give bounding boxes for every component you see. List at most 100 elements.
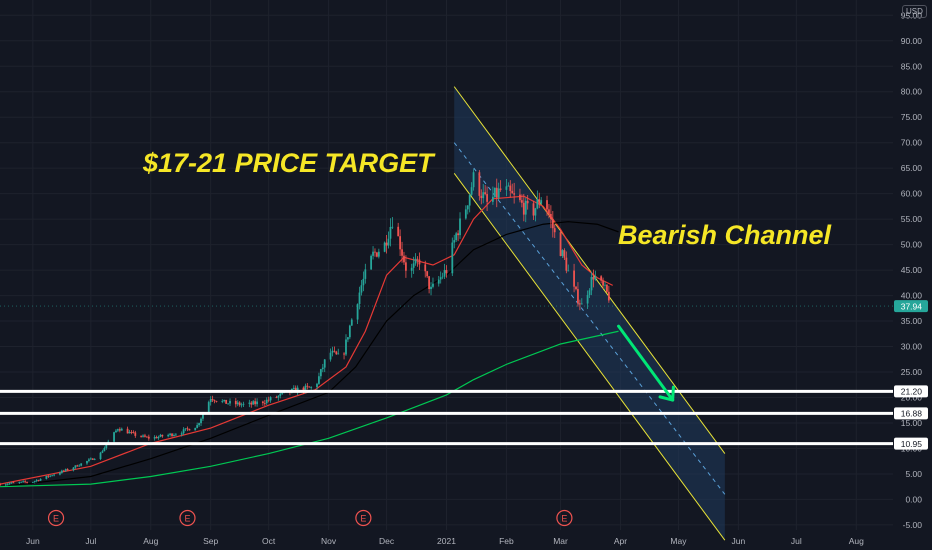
candle-body	[240, 404, 243, 406]
candle-body	[540, 200, 543, 204]
price-tick-label: 15.00	[901, 418, 923, 428]
candle-body	[18, 482, 21, 483]
candle-body	[333, 350, 336, 352]
candle-body	[499, 188, 502, 190]
candle-body	[495, 187, 498, 198]
candle-body	[335, 351, 338, 355]
candle-body	[157, 436, 160, 439]
candle-body	[345, 339, 347, 355]
candle-body	[428, 276, 431, 290]
candle-body	[480, 195, 483, 199]
candle-body	[580, 303, 583, 305]
candle-body	[468, 194, 471, 206]
candle-body	[507, 185, 510, 187]
candle-body	[549, 213, 552, 219]
candle-body	[302, 387, 305, 392]
candle-body	[117, 429, 119, 431]
candle-body	[383, 242, 386, 252]
candle-body	[265, 399, 268, 404]
candle-body	[575, 286, 577, 290]
candle-body	[146, 436, 148, 438]
candle-body	[267, 399, 270, 401]
candle-body	[329, 352, 332, 360]
candle-body	[470, 187, 473, 195]
candle-body	[362, 278, 365, 286]
candle-body	[509, 185, 512, 191]
candle-body	[72, 467, 75, 471]
candle-body	[49, 475, 52, 477]
price-tick-label: 0.00	[905, 494, 922, 504]
earnings-marker	[47, 509, 65, 527]
candle-body	[304, 385, 307, 392]
candle-body	[482, 192, 485, 199]
candle-body	[118, 429, 121, 431]
candle-body	[401, 249, 403, 256]
time-tick-label: Oct	[262, 536, 276, 546]
target-arrow-head	[671, 385, 675, 402]
candle-body	[89, 458, 92, 460]
candle-body	[416, 258, 419, 260]
candle-body	[132, 432, 135, 433]
candle-body	[207, 402, 210, 414]
candle-body	[128, 431, 131, 434]
candle-body	[319, 369, 322, 377]
candle-body	[250, 402, 253, 405]
currency-label[interactable]: USD	[902, 5, 927, 18]
candle-body	[159, 434, 162, 437]
time-tick-label: Sep	[203, 536, 218, 546]
candle-body	[397, 226, 400, 237]
candle-body	[486, 194, 488, 202]
price-tick-label: 85.00	[901, 61, 923, 71]
candle-body	[578, 303, 581, 305]
candle-body	[194, 427, 197, 431]
candle-body	[441, 276, 444, 278]
price-tick-label: 30.00	[901, 342, 923, 352]
channel-lower-line	[453, 172, 726, 541]
candle-body	[93, 459, 96, 460]
candle-body	[377, 251, 380, 257]
candle-body	[391, 226, 394, 228]
candle-body	[364, 269, 367, 279]
candle-body	[321, 367, 324, 370]
candle-body	[238, 402, 241, 406]
candle-body	[451, 242, 454, 274]
bearish-channel-annotation: Bearish Channel	[618, 220, 832, 250]
time-tick-label: Jun	[26, 536, 40, 546]
candle-body	[169, 433, 171, 435]
candle-body	[534, 208, 537, 216]
candle-body	[600, 276, 603, 281]
candle-body	[316, 383, 318, 388]
candle-body	[22, 481, 25, 483]
candle-body	[331, 350, 334, 353]
candle-body	[592, 276, 595, 280]
candle-body	[358, 292, 361, 305]
candle-body	[234, 400, 237, 405]
candle-body	[196, 425, 199, 428]
price-tick-label: 55.00	[901, 214, 923, 224]
candle-body	[577, 289, 579, 304]
candle-body	[161, 434, 164, 437]
candle-body	[356, 304, 359, 320]
candle-body	[147, 436, 150, 439]
candle-body	[26, 481, 28, 483]
price-tick-label: 35.00	[901, 316, 923, 326]
candle-body	[594, 276, 597, 280]
candle-body	[602, 280, 604, 286]
candle-body	[573, 270, 575, 287]
ma-fast-line	[0, 195, 613, 485]
candle-body	[91, 458, 94, 460]
candle-body	[323, 359, 326, 368]
candle-body	[491, 196, 494, 202]
price-tick-label: 50.00	[901, 240, 923, 250]
candle-body	[553, 228, 556, 233]
candle-body	[51, 475, 54, 477]
price-tick-label: 95.00	[901, 10, 923, 20]
candle-body	[6, 483, 9, 485]
candle-body	[279, 393, 282, 396]
candle-body	[370, 255, 373, 270]
target-arrow	[617, 324, 675, 402]
candle-body	[426, 271, 429, 277]
candle-body	[198, 423, 200, 426]
